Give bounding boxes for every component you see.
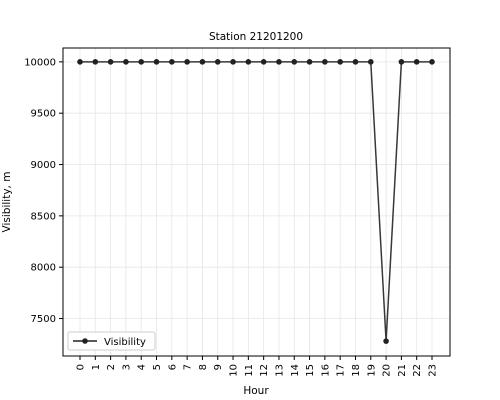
x-tick-label: 8 [198, 364, 209, 370]
x-tick-label: 21 [397, 364, 408, 377]
legend-box [67, 331, 156, 351]
x-axis-label: Hour [243, 385, 269, 397]
data-point [245, 59, 252, 65]
y-tick-label: 9000 [31, 160, 56, 171]
data-point [352, 59, 359, 65]
data-point [138, 59, 145, 65]
x-tick-label: 9 [213, 364, 224, 370]
data-point [153, 59, 160, 65]
data-point [367, 59, 374, 65]
x-tick-label: 2 [106, 364, 117, 370]
grid [63, 48, 450, 356]
x-tick-label: 19 [366, 364, 377, 377]
data-point [383, 338, 389, 344]
data-point [276, 59, 282, 65]
x-tick-label: 20 [382, 364, 393, 377]
x-tick-label: 3 [121, 364, 132, 370]
data-point [77, 59, 83, 65]
y-tick-label: 8000 [31, 263, 56, 274]
x-tick-label: 10 [229, 364, 240, 377]
y-tick-label: 10000 [24, 57, 56, 68]
x-tick-label: 7 [183, 364, 194, 370]
x-tick-label: 13 [274, 364, 285, 377]
x-tick-label: 5 [152, 364, 163, 370]
data-point [199, 59, 206, 65]
data-point [260, 59, 267, 65]
x-tick-label: 0 [76, 364, 87, 370]
legend-marker [82, 338, 88, 344]
x-tick-label: 15 [305, 364, 316, 377]
x-axis: 0 1 2 3 4 5 6 7 8 9 10 11 12 13 14 15 16 17 18 19 20 21 22 23 [76, 356, 439, 377]
data-point [413, 59, 420, 65]
data-point [429, 59, 435, 65]
plot-frame [62, 47, 451, 357]
y-tick-label: 8500 [31, 211, 56, 222]
x-tick-label: 17 [336, 364, 347, 377]
legend-label: Visibility [104, 337, 146, 348]
x-tick-label: 6 [167, 364, 178, 370]
y-tick-label: 9500 [31, 109, 56, 120]
data-point [291, 59, 298, 65]
x-tick-label: 1 [91, 364, 102, 370]
data-point [184, 59, 190, 65]
x-tick-label: 22 [412, 364, 423, 377]
data-point [169, 59, 175, 65]
x-tick-label: 14 [290, 364, 301, 377]
y-axis-label: Visibility, m [1, 172, 13, 233]
data-point [230, 59, 236, 65]
data-point [306, 59, 313, 65]
chart-title: Station 21201200 [209, 31, 303, 43]
data-point [123, 59, 129, 65]
data-point [214, 59, 221, 65]
y-tick-label: 7500 [31, 314, 56, 325]
x-tick-label: 18 [351, 364, 362, 377]
data-point [107, 59, 114, 65]
data-point [337, 59, 343, 65]
legend: Visibility [67, 331, 156, 351]
x-tick-label: 11 [244, 364, 255, 377]
x-tick-label: 4 [137, 364, 148, 370]
data-point [92, 59, 99, 65]
data-point [322, 59, 328, 65]
x-tick-label: 23 [428, 364, 439, 377]
series-line [80, 61, 432, 342]
data-point [398, 59, 405, 65]
x-tick-label: 12 [259, 364, 270, 377]
y-axis: 7500 8000 8500 9000 9500 10000 [24, 57, 63, 325]
series-layer [77, 59, 435, 344]
x-tick-label: 16 [320, 364, 331, 377]
